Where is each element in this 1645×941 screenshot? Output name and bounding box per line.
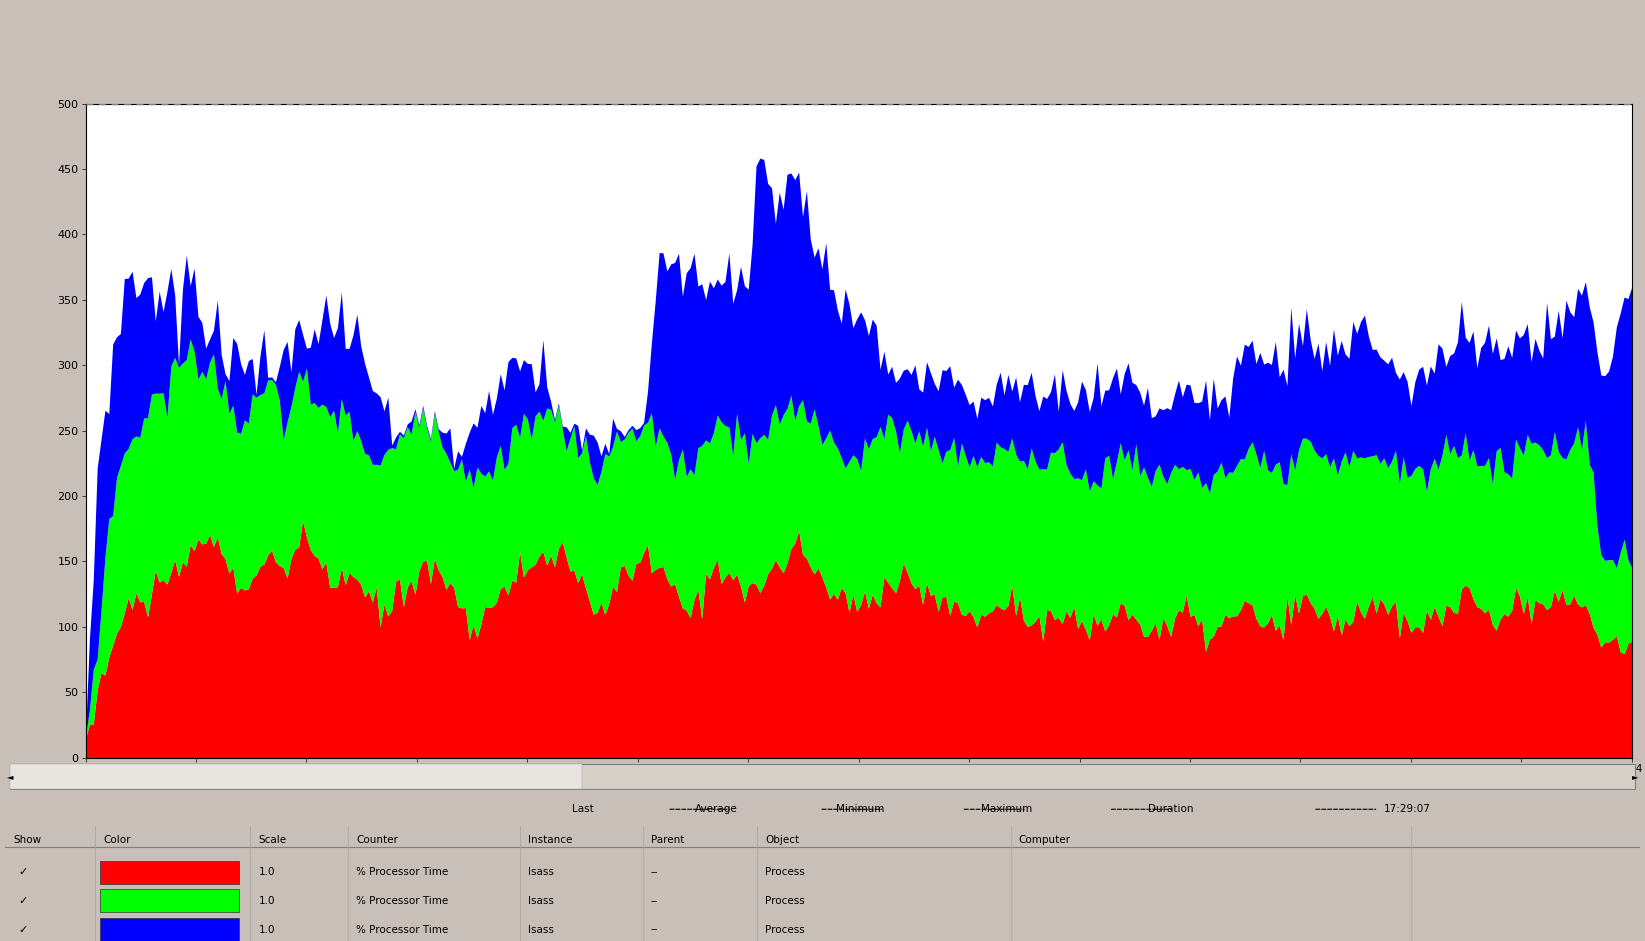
Text: Color: Color [104,835,130,845]
Text: Counter: Counter [357,835,398,845]
Text: ✓: ✓ [18,867,28,877]
Text: --: -- [651,896,658,906]
Text: 1.0: 1.0 [258,924,275,934]
Text: Show: Show [13,835,41,845]
Text: Maximum: Maximum [980,805,1031,814]
Text: Scale: Scale [258,835,286,845]
Bar [10,764,582,789]
Text: Duration: Duration [1148,805,1194,814]
Text: ✓: ✓ [18,924,28,934]
Text: lsass: lsass [528,896,554,906]
Text: lsass: lsass [528,924,554,934]
Bar [100,918,239,941]
Text: % Processor Time: % Processor Time [357,924,449,934]
Text: ►: ► [1632,772,1638,781]
Text: --: -- [651,924,658,934]
Text: % Processor Time: % Processor Time [357,867,449,877]
Text: ◄: ◄ [7,772,13,781]
Text: Parent: Parent [651,835,684,845]
Text: Process: Process [765,867,804,877]
Text: --: -- [651,867,658,877]
Text: 1.0: 1.0 [258,896,275,906]
Text: Instance: Instance [528,835,572,845]
Bar [100,889,239,913]
Text: Process: Process [765,896,804,906]
Text: Minimum: Minimum [836,805,885,814]
Text: % Processor Time: % Processor Time [357,896,449,906]
Text: ✓: ✓ [18,896,28,906]
Text: Object: Object [765,835,799,845]
Text: lsass: lsass [528,867,554,877]
Bar [100,861,239,884]
Text: 17:29:07: 17:29:07 [1383,805,1430,814]
Text: Process: Process [765,924,804,934]
Text: Average: Average [694,805,737,814]
Text: Last: Last [572,805,594,814]
Text: Computer: Computer [1018,835,1071,845]
Text: 1.0: 1.0 [258,867,275,877]
